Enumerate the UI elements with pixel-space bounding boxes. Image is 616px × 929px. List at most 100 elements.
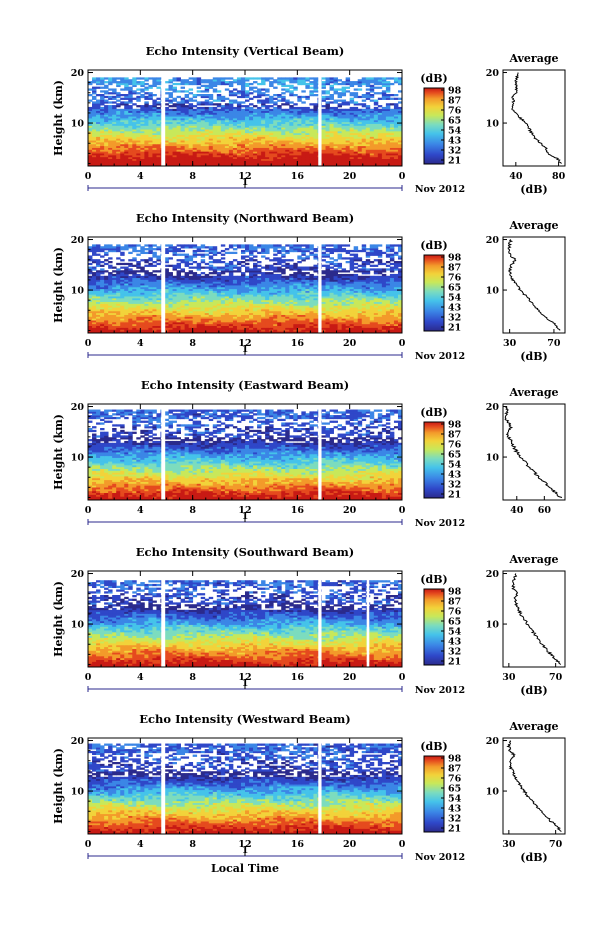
colorbar-tick-label: 98 — [448, 587, 462, 598]
colorbar-tick-label: 54 — [448, 627, 462, 638]
colorbar-tick-label: 65 — [448, 116, 461, 127]
day-label: 1 — [242, 344, 249, 355]
month-label: Nov 2012 — [415, 518, 465, 529]
colorbar-tick-label: 65 — [448, 283, 461, 294]
colorbar-tick-label: 54 — [448, 460, 462, 471]
colorbar-title: (dB) — [420, 406, 447, 419]
profile-y-tick-label: 20 — [486, 68, 500, 79]
colorbar-tick-label: 87 — [448, 430, 461, 441]
x-tick-label: 8 — [189, 505, 196, 516]
y-axis-label: Height (km) — [52, 581, 65, 657]
panel-4: Echo Intensity (Westward Beam) 0 4 8 12 16 20 0… — [52, 712, 566, 875]
y-tick-label: 20 — [71, 68, 85, 79]
x-tick-label: 12 — [238, 171, 251, 182]
colorbar-tick-label: 21 — [448, 657, 461, 668]
colorbar-tick-label: 98 — [448, 420, 462, 431]
y-axis-label: Height (km) — [52, 414, 65, 490]
profile-line — [511, 573, 562, 665]
profile-y-tick-label: 20 — [486, 736, 500, 747]
profile-y-tick-label: 20 — [486, 235, 500, 246]
profile-x-tick-label: 60 — [538, 505, 552, 516]
x-tick-label: 20 — [343, 338, 357, 349]
profile-title: Average — [508, 219, 558, 232]
day-label: 1 — [242, 845, 249, 856]
y-axis-label: Height (km) — [52, 247, 65, 323]
x-tick-label: 20 — [343, 839, 357, 850]
heatmap-3 — [88, 580, 403, 668]
profile-frame — [502, 570, 566, 668]
data-gap — [161, 571, 166, 667]
colorbar-tick-label: 21 — [448, 490, 461, 501]
y-tick-label: 10 — [71, 119, 85, 130]
x-tick-label: 12 — [238, 839, 251, 850]
x-tick-label: 20 — [343, 171, 357, 182]
colorbar-tick-label: 43 — [448, 470, 461, 481]
month-label: Nov 2012 — [415, 685, 465, 696]
y-axis-label: Height (km) — [52, 748, 65, 824]
profile-line — [511, 72, 562, 164]
data-gap — [318, 404, 322, 500]
profile-x-label: (dB) — [520, 851, 547, 864]
x-tick-label: 0 — [399, 505, 406, 516]
colorbar-tick-label: 87 — [448, 764, 461, 775]
month-label: Nov 2012 — [415, 351, 465, 362]
profile-x-tick-label: 80 — [552, 171, 566, 182]
x-tick-label: 16 — [291, 505, 305, 516]
colorbar — [423, 755, 445, 833]
data-gap — [161, 70, 166, 166]
panel-3: Echo Intensity (Southward Beam) 0 4 8 12 16 20… — [52, 545, 566, 697]
colorbar-tick-label: 43 — [448, 136, 461, 147]
profile-frame — [502, 737, 566, 835]
x-tick-label: 0 — [85, 839, 92, 850]
data-gap — [318, 571, 322, 667]
data-gap — [318, 70, 322, 166]
colorbar-tick-label: 21 — [448, 323, 461, 334]
y-tick-label: 10 — [71, 286, 85, 297]
x-tick-label: 4 — [137, 839, 144, 850]
x-tick-label: 4 — [137, 338, 144, 349]
panel-0: Echo Intensity (Vertical Beam) 0 4 8 12 16 20 0… — [52, 44, 566, 196]
colorbar-tick-label: 76 — [448, 106, 462, 117]
colorbar-tick-label: 32 — [448, 313, 461, 324]
profile-y-tick-label: 10 — [486, 620, 500, 631]
colorbar-tick-label: 54 — [448, 293, 462, 304]
colorbar-tick-label: 87 — [448, 263, 461, 274]
x-tick-label: 4 — [137, 171, 144, 182]
colorbar-title: (dB) — [420, 740, 447, 753]
x-tick-label: 20 — [343, 505, 357, 516]
x-axis-label: Local Time — [211, 862, 279, 875]
x-tick-label: 0 — [399, 338, 406, 349]
colorbar-tick-label: 87 — [448, 597, 461, 608]
colorbar-tick-label: 43 — [448, 804, 461, 815]
data-gap — [366, 571, 370, 667]
profile-y-tick-label: 10 — [486, 286, 500, 297]
heatmap-4 — [88, 743, 403, 835]
colorbar-tick-label: 32 — [448, 647, 461, 658]
y-tick-label: 20 — [71, 736, 85, 747]
heatmap-2 — [88, 409, 403, 501]
y-tick-label: 20 — [71, 402, 85, 413]
profile-y-tick-label: 10 — [486, 787, 500, 798]
colorbar-tick-label: 98 — [448, 754, 462, 765]
profile-line — [506, 740, 562, 832]
x-tick-label: 0 — [85, 171, 92, 182]
y-tick-label: 10 — [71, 787, 85, 798]
colorbar-tick-label: 43 — [448, 637, 461, 648]
panel-title: Echo Intensity (Northward Beam) — [136, 211, 354, 225]
data-gap — [318, 738, 322, 834]
data-gap — [161, 237, 166, 333]
x-tick-label: 8 — [189, 839, 196, 850]
profile-y-tick-label: 20 — [486, 402, 500, 413]
day-label: 1 — [242, 678, 249, 689]
colorbar-tick-label: 21 — [448, 156, 461, 167]
colorbar-tick-label: 76 — [448, 774, 462, 785]
y-tick-label: 10 — [71, 453, 85, 464]
month-label: Nov 2012 — [415, 184, 465, 195]
colorbar-tick-label: 76 — [448, 273, 462, 284]
profile-x-label: (dB) — [520, 350, 547, 363]
data-gap — [318, 237, 322, 333]
colorbar — [423, 588, 445, 666]
data-gap — [161, 404, 166, 500]
x-tick-label: 8 — [189, 338, 196, 349]
